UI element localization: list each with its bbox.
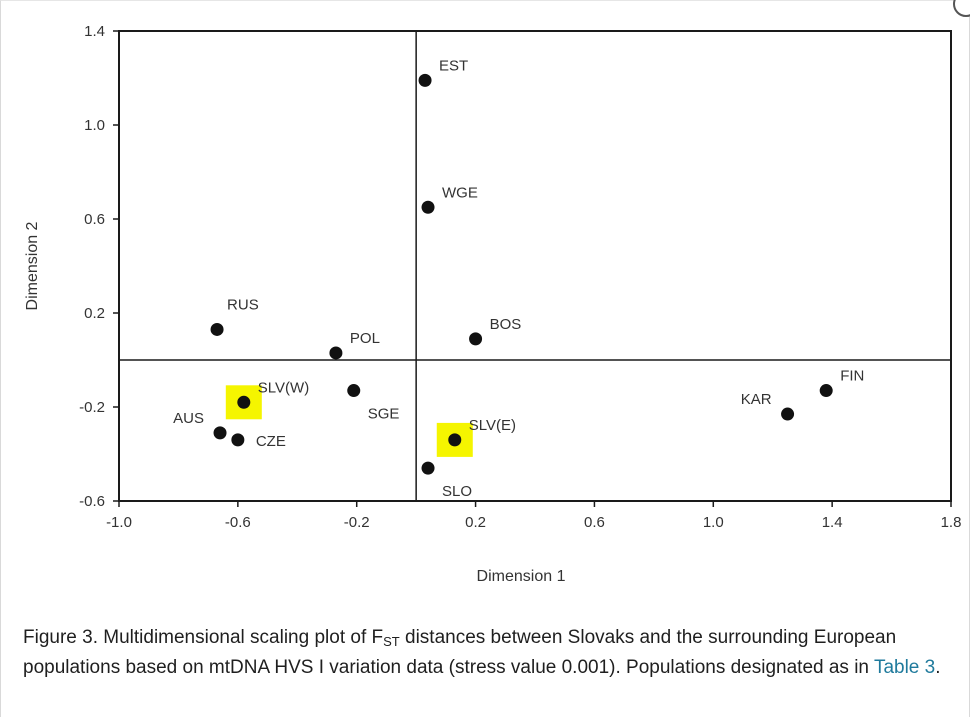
data-point bbox=[210, 322, 224, 336]
data-point bbox=[347, 384, 361, 398]
data-point bbox=[781, 407, 795, 421]
point-label: SGE bbox=[368, 406, 400, 423]
data-point bbox=[421, 200, 435, 214]
point-label: BOS bbox=[490, 316, 522, 333]
window-corner-icon[interactable] bbox=[953, 0, 970, 17]
point-label: POL bbox=[350, 330, 380, 347]
data-point bbox=[448, 433, 462, 447]
y-tick-label: 0.6 bbox=[84, 211, 105, 228]
point-label: FIN bbox=[840, 368, 864, 385]
x-axis-ticks: -1.0 -0.6 -0.2 0.2 0.6 1.0 1.4 1.8 bbox=[106, 501, 961, 531]
caption-subscript: ST bbox=[383, 634, 400, 649]
x-tick-label: 1.4 bbox=[822, 514, 843, 531]
data-point bbox=[237, 395, 251, 409]
mds-scatter-plot: -1.0 -0.6 -0.2 0.2 0.6 1.0 1.4 1.8 1.41.00.60.2… bbox=[24, 23, 961, 585]
data-point bbox=[421, 461, 435, 475]
x-tick-label: 1.0 bbox=[703, 514, 724, 531]
x-axis-label: Dimension 1 bbox=[477, 568, 566, 585]
point-label: WGE bbox=[442, 184, 478, 201]
point-label: SLV(E) bbox=[469, 417, 516, 434]
y-tick-label: -0.2 bbox=[79, 399, 105, 416]
caption-text-end: . bbox=[935, 657, 941, 678]
point-label: SLV(W) bbox=[258, 379, 309, 396]
x-tick-label: -1.0 bbox=[106, 514, 132, 531]
plot-area-border bbox=[118, 30, 952, 502]
x-tick-label: 0.2 bbox=[465, 514, 486, 531]
y-tick-label: 1.0 bbox=[84, 117, 105, 134]
caption-text-start: Figure 3. Multidimensional scaling plot … bbox=[23, 627, 384, 648]
point-label: EST bbox=[439, 57, 468, 74]
figure-caption: Figure 3. Multidimensional scaling plot … bbox=[23, 623, 953, 683]
point-label: RUS bbox=[227, 296, 259, 313]
point-label: AUS bbox=[173, 410, 204, 427]
y-axis-label: Dimension 2 bbox=[24, 221, 41, 310]
data-point bbox=[329, 346, 343, 360]
data-point bbox=[418, 73, 432, 87]
y-axis-ticks: 1.4 1.0 0.6 0.2 -0.2 -0.6 bbox=[79, 23, 119, 510]
point-label: KAR bbox=[741, 391, 772, 408]
table-3-link[interactable]: Table 3 bbox=[873, 657, 936, 678]
y-tick-label: 0.2 bbox=[84, 305, 105, 322]
data-point bbox=[231, 433, 245, 447]
point-label: SLO bbox=[442, 483, 472, 500]
x-tick-label: 1.8 bbox=[941, 514, 962, 531]
y-tick-label: 1.4 bbox=[84, 23, 105, 40]
point-label: CZE bbox=[256, 433, 286, 450]
x-tick-label: -0.6 bbox=[225, 514, 251, 531]
data-point bbox=[213, 426, 227, 440]
data-point bbox=[469, 332, 483, 346]
x-tick-label: -0.2 bbox=[344, 514, 370, 531]
data-points: EST WGE RUS POL BOS SLV(W) SGE AUS CZE SLV(E) SLO K… bbox=[173, 57, 864, 500]
x-tick-label: 0.6 bbox=[584, 514, 605, 531]
caption-text-middle: distances between Slovaks and the surrou… bbox=[23, 627, 897, 678]
y-tick-label: -0.6 bbox=[79, 493, 105, 510]
data-point bbox=[819, 384, 833, 398]
